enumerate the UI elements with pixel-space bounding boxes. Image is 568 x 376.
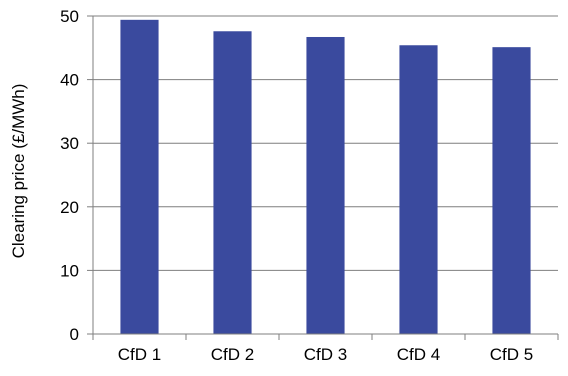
y-tick-label: 10: [60, 261, 79, 280]
y-axis-title: Clearing price (£/MWh): [9, 84, 28, 259]
x-tick-label: CfD 5: [490, 345, 533, 364]
y-tick-labels: 0 10 20 30 40 50: [60, 7, 79, 344]
bars: [120, 19, 531, 334]
y-tick-label: 50: [60, 7, 79, 26]
y-tick-label: 20: [60, 198, 79, 217]
bar-cfd-3: [306, 36, 345, 334]
y-tick-label: 40: [60, 71, 79, 90]
x-tick-labels: CfD 1 CfD 2 CfD 3 CfD 4 CfD 5: [118, 345, 533, 364]
bar-cfd-4: [399, 45, 438, 334]
x-tick-label: CfD 2: [211, 345, 254, 364]
x-tick-label: CfD 4: [397, 345, 440, 364]
bar-cfd-1: [120, 19, 159, 334]
bar-cfd-5: [492, 47, 531, 334]
axes: [87, 15, 559, 340]
x-tick-label: CfD 3: [304, 345, 347, 364]
x-tick-label: CfD 1: [118, 345, 161, 364]
y-tick-label: 0: [70, 325, 79, 344]
y-tick-label: 30: [60, 134, 79, 153]
bar-cfd-2: [213, 31, 252, 334]
